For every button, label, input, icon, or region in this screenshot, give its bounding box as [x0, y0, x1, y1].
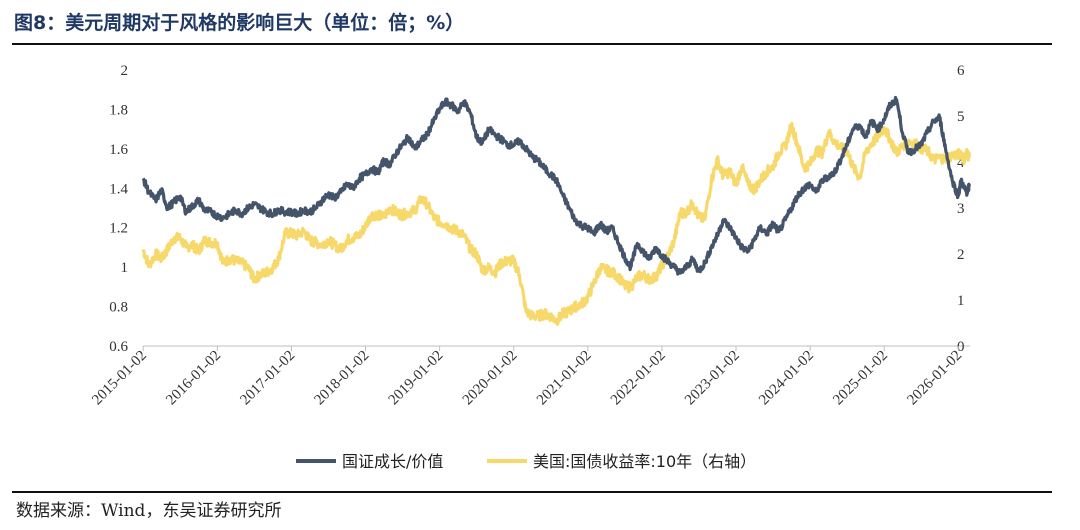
y-left-tick-label: 1 [121, 260, 129, 276]
y-left-tick-label: 0.6 [109, 339, 128, 355]
y-right-tick-label: 4 [957, 155, 965, 171]
x-tick-label: 2019-01-02 [386, 348, 447, 409]
x-tick-label: 2025-01-02 [830, 348, 891, 409]
y-left-tick-label: 1.4 [109, 181, 128, 197]
x-tick-label: 2016-01-02 [163, 348, 224, 409]
x-tick-label: 2023-01-02 [682, 348, 743, 409]
figure-title: 图8：美元周期对于风格的影响巨大（单位：倍；%） [14, 12, 465, 34]
series-line-growth-value [141, 95, 971, 276]
y-right-tick-label: 3 [957, 201, 965, 217]
bottom-rule [12, 491, 1052, 493]
legend-label-us10y: 美国:国债收益率:10年（右轴） [533, 452, 756, 471]
source-note: 数据来源：Wind，东吴证券研究所 [16, 501, 282, 521]
y-left-tick-label: 2 [121, 63, 129, 79]
x-tick-label: 2026-01-02 [904, 348, 965, 409]
x-tick-label: 2015-01-02 [89, 348, 150, 409]
x-tick-label: 2017-01-02 [237, 348, 298, 409]
legend: 国证成长/价值 美国:国债收益率:10年（右轴） [296, 452, 756, 471]
top-rule [12, 43, 1052, 45]
series-line-us10y [141, 121, 971, 326]
y-left-tick-label: 1.6 [109, 142, 128, 158]
y-right-tick-label: 1 [957, 293, 965, 309]
x-tick-label: 2018-01-02 [312, 348, 373, 409]
x-tick-label: 2022-01-02 [608, 348, 669, 409]
x-tick-label: 2024-01-02 [756, 348, 817, 409]
y-right-tick-label: 2 [957, 247, 965, 263]
legend-label-growth-value: 国证成长/价值 [342, 452, 443, 471]
y-right-tick-label: 6 [957, 63, 965, 79]
series-layer [141, 95, 971, 326]
x-tick-label: 2020-01-02 [460, 348, 521, 409]
x-tick-label: 2021-01-02 [534, 348, 595, 409]
y-left-tick-label: 1.8 [109, 102, 128, 118]
y-left-tick-label: 1.2 [109, 221, 128, 237]
y-left-tick-label: 0.8 [109, 300, 128, 316]
y-right-tick-label: 0 [957, 339, 965, 355]
y-right-tick-label: 5 [957, 109, 965, 125]
